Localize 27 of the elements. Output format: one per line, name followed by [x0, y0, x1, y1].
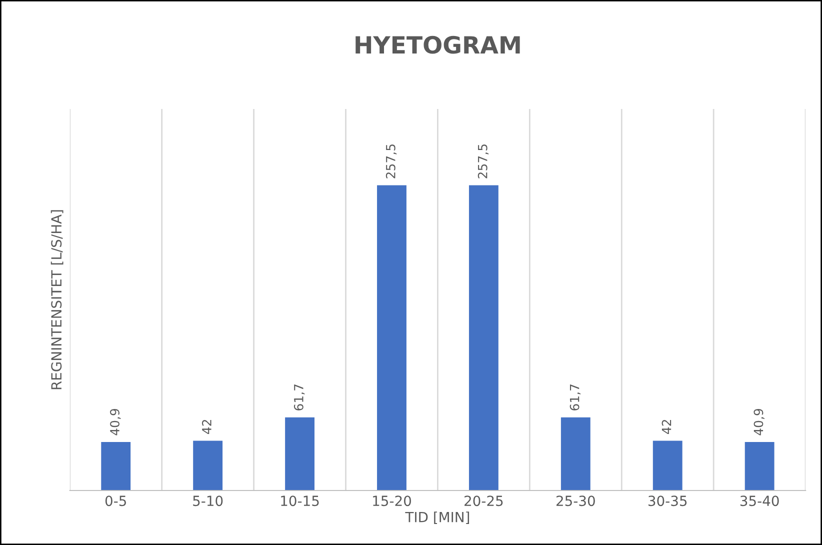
x-tick-label: 30-35: [648, 496, 687, 506]
x-axis-title: TID [MIN]: [405, 512, 470, 524]
bar: [560, 417, 590, 490]
x-tick-label: 10-15: [281, 496, 319, 506]
x-tick-label: 0-5: [105, 496, 126, 506]
bar: [652, 440, 682, 490]
chart-title: HYETOGRAM: [356, 36, 520, 54]
data-label: 42: [202, 420, 212, 434]
data-label: 257,5: [478, 144, 489, 178]
x-tick-label: 5-10: [193, 496, 223, 506]
bar: [377, 185, 406, 490]
data-label: 257,5: [386, 144, 397, 178]
x-tick-label: 25-30: [556, 496, 595, 506]
y-axis-title: REGNINTENSITET [L/S/HA]: [50, 210, 64, 390]
data-label: 61,7: [294, 384, 305, 410]
data-label: 40,9: [110, 408, 121, 436]
x-tick-label: 15-20: [373, 496, 411, 506]
bar: [285, 417, 314, 490]
data-label: 61,7: [570, 384, 581, 410]
data-label: 40,9: [754, 408, 764, 436]
x-tick-label: 20-25: [464, 496, 503, 506]
bar: [193, 440, 223, 490]
bar: [744, 442, 774, 490]
bar: [101, 442, 131, 490]
bar: [468, 185, 498, 490]
data-label: 42: [662, 420, 672, 434]
x-tick-label: 35-40: [740, 496, 779, 506]
